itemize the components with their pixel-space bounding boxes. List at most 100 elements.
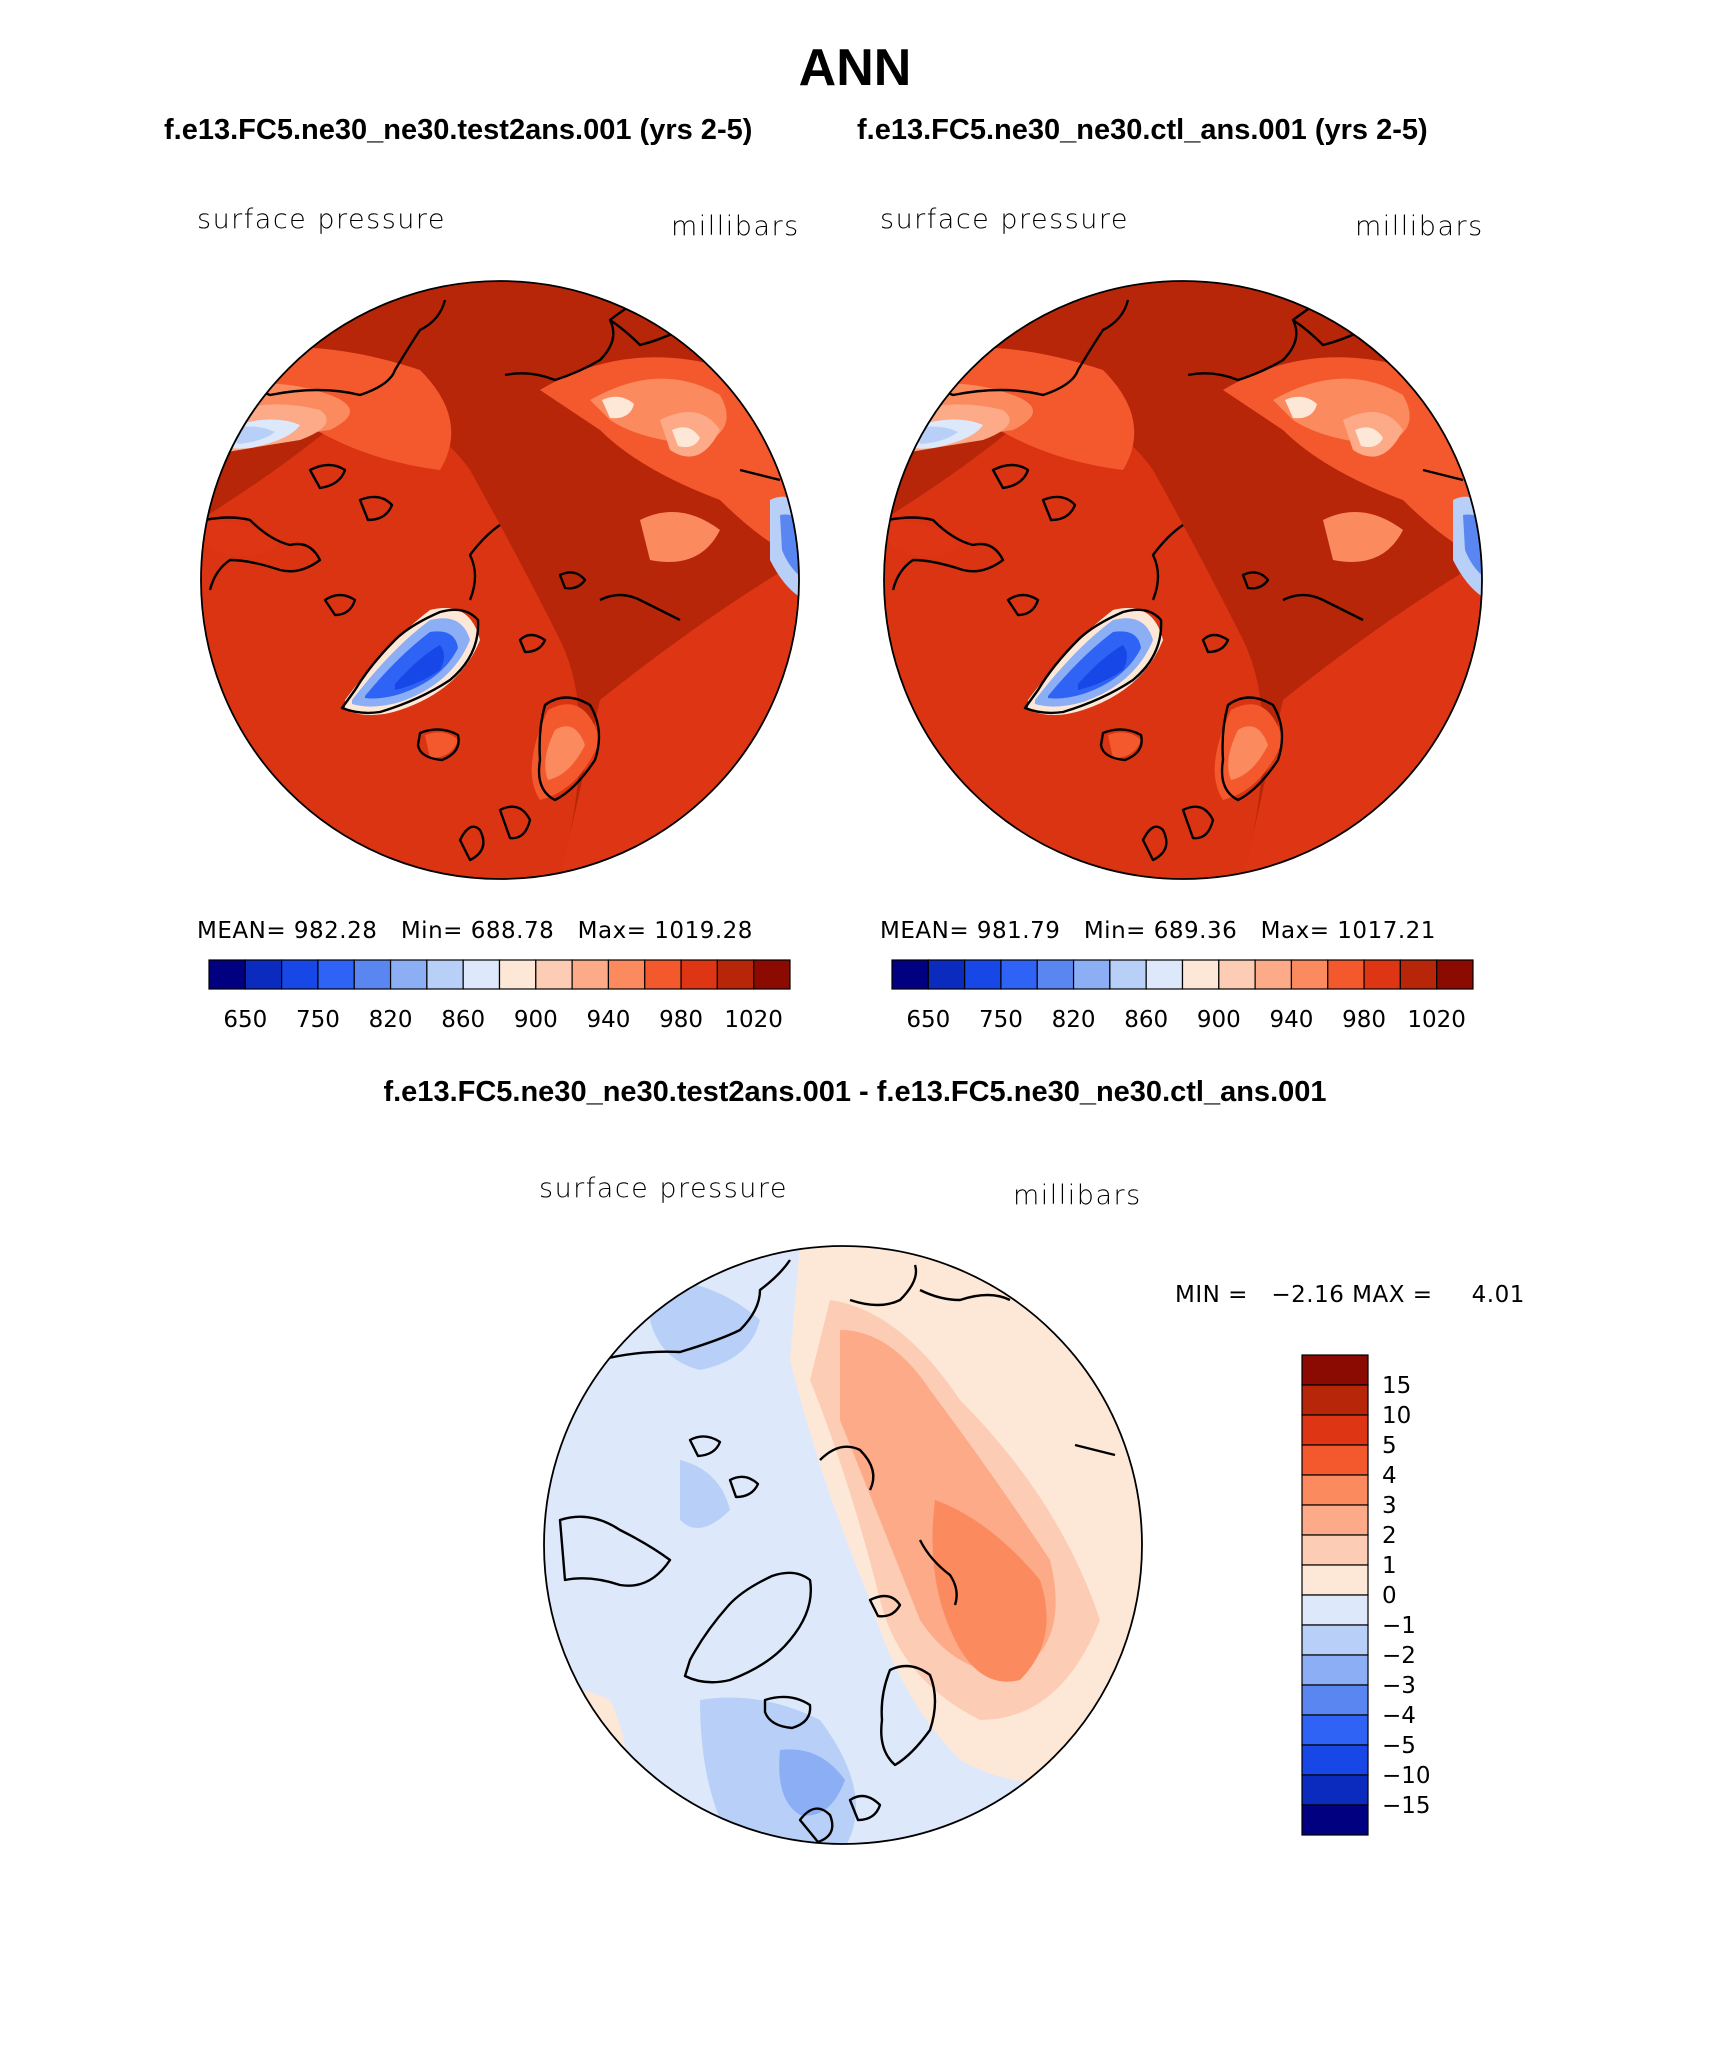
colorbar-swatch (1327, 959, 1365, 990)
colorbar-tick-label: 820 (369, 1007, 413, 1033)
colorbar-tick-label: 940 (586, 1007, 630, 1033)
colorbar-swatch (317, 959, 355, 990)
colorbar-tick-label: 4 (1382, 1463, 1397, 1489)
colorbar-swatch (1301, 1804, 1369, 1836)
colorbar-swatch (281, 959, 319, 990)
colorbar-swatch (1290, 959, 1329, 990)
left-variable-label: surface pressure (197, 204, 446, 235)
colorbar-swatch (716, 959, 755, 990)
colorbar-tick-label: 10 (1382, 1403, 1411, 1429)
left-max-label: Max= (577, 918, 647, 944)
colorbar-tick-label: −3 (1382, 1673, 1416, 1699)
colorbar-swatch (1301, 1354, 1369, 1386)
colorbar-swatch (1301, 1564, 1369, 1596)
colorbar-tick-label: 900 (514, 1007, 558, 1033)
figure-title: ANN (798, 39, 912, 97)
left-min-label: Min= (400, 918, 463, 944)
map-test (200, 280, 800, 880)
colorbar-swatch (1301, 1684, 1369, 1716)
colorbar-tick-label: 980 (1342, 1007, 1386, 1033)
colorbar-swatch (1181, 959, 1220, 990)
colorbar-swatch (389, 959, 428, 990)
colorbar-swatch (1363, 959, 1401, 990)
left-max-value: 1019.28 (654, 918, 753, 944)
map-control (883, 280, 1483, 880)
colorbar-tick-label: 860 (1124, 1007, 1168, 1033)
left-case-title: f.e13.FC5.ne30_ne30.test2ans.001 (yrs 2-… (164, 114, 753, 146)
diff-title: f.e13.FC5.ne30_ne30.test2ans.001 - f.e13… (383, 1076, 1327, 1108)
right-max-label: Max= (1260, 918, 1330, 944)
colorbar-swatch (1145, 959, 1184, 990)
left-mean-value: 982.28 (293, 918, 378, 944)
colorbar-swatch (1036, 959, 1075, 990)
colorbar-swatch (753, 959, 791, 990)
colorbar-tick-label: 750 (296, 1007, 340, 1033)
colorbar-tick-label: 1020 (724, 1007, 783, 1033)
colorbar-swatch (680, 959, 718, 990)
colorbar-tick-label: 750 (979, 1007, 1023, 1033)
colorbar-swatch (498, 959, 537, 990)
colorbar-swatch (1301, 1444, 1369, 1476)
colorbar-swatch (1109, 959, 1147, 990)
diff-max-label: MAX = (1352, 1282, 1433, 1308)
colorbar-tick-label: 940 (1269, 1007, 1313, 1033)
colorbar-swatch (1218, 959, 1256, 990)
colorbar-tick-label: 0 (1382, 1583, 1397, 1609)
diff-variable-label: surface pressure (539, 1173, 788, 1204)
colorbar-swatch (1301, 1594, 1369, 1626)
colorbar-swatch (353, 959, 392, 990)
colorbar-tick-label: −15 (1382, 1793, 1431, 1819)
diff-stats: MIN = −2.16 MAX = 4.01 (1175, 1282, 1525, 1308)
colorbar-swatch (1072, 959, 1111, 990)
map-difference (543, 1245, 1143, 1845)
colorbar-tick-label: 15 (1382, 1373, 1411, 1399)
colorbar-tick-label: 2 (1382, 1523, 1397, 1549)
colorbar-tick-label: 820 (1052, 1007, 1096, 1033)
diff-max-value: 4.01 (1471, 1282, 1525, 1308)
colorbar-tick-label: −10 (1382, 1763, 1431, 1789)
colorbar-tick-label: −1 (1382, 1613, 1416, 1639)
right-min-label: Min= (1083, 918, 1146, 944)
colorbar-swatch (426, 959, 464, 990)
colorbar-test: 650 750 820 860 900 940 980 1020 (208, 959, 791, 1033)
colorbar-tick-label: 900 (1197, 1007, 1241, 1033)
colorbar-tick-label: −5 (1382, 1733, 1416, 1759)
colorbar-swatch (607, 959, 646, 990)
right-stats: MEAN= 981.79 Min= 689.36 Max= 1017.21 (880, 918, 1436, 944)
colorbar-tick-label: 980 (659, 1007, 703, 1033)
right-variable-label: surface pressure (880, 204, 1129, 235)
colorbar-swatch (1000, 959, 1038, 990)
diff-min-label: MIN = (1175, 1282, 1248, 1308)
colorbar-swatch (927, 959, 966, 990)
left-min-value: 688.78 (470, 918, 555, 944)
colorbar-tick-label: −4 (1382, 1703, 1416, 1729)
colorbar-tick-label: 5 (1382, 1433, 1397, 1459)
colorbar-tick-label: 3 (1382, 1493, 1397, 1519)
colorbar-swatch (1301, 1714, 1369, 1746)
colorbar-swatch (208, 959, 246, 990)
colorbar-tick-label: 1020 (1407, 1007, 1466, 1033)
colorbar-swatch (462, 959, 501, 990)
left-mean-label: MEAN= (197, 918, 287, 944)
right-mean-label: MEAN= (880, 918, 970, 944)
colorbar-control: 650 750 820 860 900 940 980 1020 (891, 959, 1474, 1033)
colorbar-swatch (1301, 1474, 1369, 1506)
colorbar-swatch (1301, 1534, 1369, 1566)
colorbar-swatch (1301, 1774, 1369, 1806)
right-min-value: 689.36 (1153, 918, 1238, 944)
colorbar-swatch (1301, 1384, 1369, 1416)
right-case-title: f.e13.FC5.ne30_ne30.ctl_ans.001 (yrs 2-5… (857, 114, 1428, 146)
left-stats: MEAN= 982.28 Min= 688.78 Max= 1019.28 (197, 918, 753, 944)
colorbar-tick-label: 650 (223, 1007, 267, 1033)
right-mean-value: 981.79 (976, 918, 1061, 944)
colorbar-swatch (1301, 1414, 1369, 1446)
colorbar-tick-label: 860 (441, 1007, 485, 1033)
diff-min-value: −2.16 (1271, 1282, 1345, 1308)
colorbar-swatch (244, 959, 283, 990)
colorbar-swatch (1301, 1504, 1369, 1536)
colorbar-swatch (964, 959, 1002, 990)
diff-units-label: millibars (1013, 1180, 1142, 1211)
colorbar-swatch (644, 959, 682, 990)
